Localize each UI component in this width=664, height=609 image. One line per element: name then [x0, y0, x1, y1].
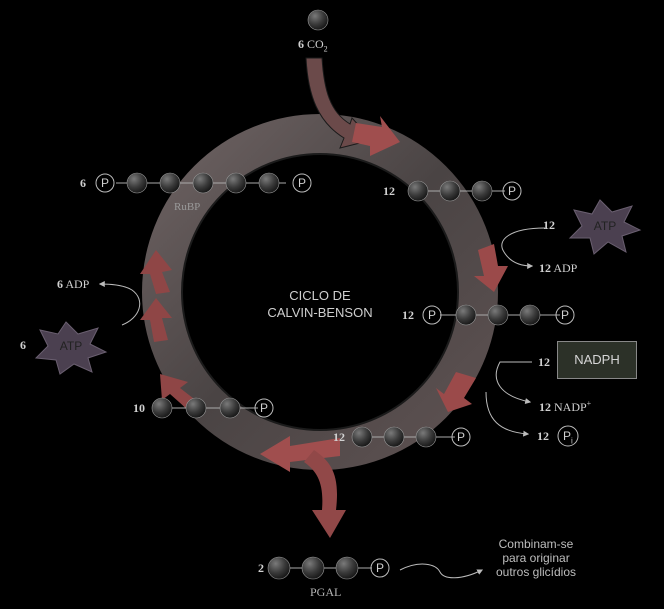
pgal-recycle-chain — [151, 397, 274, 419]
ring-arrow-right-lower — [436, 372, 476, 412]
nadph-consumed-arrow — [495, 361, 532, 404]
pgal-output-chain — [267, 556, 390, 580]
atp-right-consumed-arrow — [501, 227, 546, 269]
nadp-text: NADP — [554, 400, 587, 414]
adp-left-label: 6 ADP — [57, 277, 89, 291]
rubp-phosphate-right: P — [298, 176, 307, 190]
bisphospho-phosphate-right: P — [561, 308, 570, 322]
final-note-line3: outros glicídios — [495, 565, 577, 579]
pi-label: Pi — [563, 429, 573, 448]
nadp-label: 12 NADP+ — [539, 397, 591, 414]
pgal-recycle-count: 10 — [133, 401, 145, 415]
bisphospho-count: 12 — [402, 308, 414, 322]
rubp-chain — [95, 172, 312, 194]
cycle-title-line2: CALVIN-BENSON — [267, 305, 373, 320]
adp-left-text: ADP — [65, 277, 90, 291]
pi-released-arrow — [485, 391, 530, 437]
atp-right-count: 12 — [543, 218, 555, 232]
final-note-arrow — [399, 563, 484, 579]
nadph-count: 12 — [538, 355, 550, 369]
pgal-recycle-phosphate: P — [260, 401, 269, 415]
adp-right-text: ADP — [553, 261, 578, 275]
cycle-ring-inner-edge — [181, 153, 459, 431]
pgal-out-label: PGAL — [310, 585, 342, 599]
pga-phosphate: P — [508, 184, 517, 198]
final-note: Combinam-se para originar outros glicídi… — [478, 537, 594, 579]
atp-left-label: ATP — [59, 339, 83, 353]
pi-sub: i — [571, 436, 573, 446]
co2-sub: 2 — [323, 44, 328, 54]
rubp-phosphate-left: P — [101, 176, 110, 190]
co2-label: 6 CO2 — [298, 37, 328, 56]
pgal-out-phosphate: P — [376, 561, 385, 575]
cycle-title: CICLO DE CALVIN-BENSON — [240, 287, 400, 321]
co2-text: CO — [307, 37, 324, 51]
final-note-line2: para originar — [502, 551, 570, 565]
ring-arrow-left-2 — [140, 298, 172, 342]
bisphospho-phosphate-left: P — [428, 308, 437, 322]
ring-arrow-left-3 — [140, 250, 172, 294]
co2-count: 6 — [298, 37, 304, 51]
pga-count: 12 — [383, 184, 395, 198]
final-note-line1: Combinam-se — [498, 537, 574, 551]
atp-left-count: 6 — [20, 338, 26, 352]
adp-right-label: 12 ADP — [539, 261, 577, 275]
cycle-title-line1: CICLO DE — [289, 288, 351, 303]
ring-arrow-top — [352, 116, 400, 156]
ring-arrow-right-upper — [474, 244, 508, 292]
atp-star-left-icon — [34, 321, 108, 375]
ring-arrow-bottom — [260, 436, 340, 472]
rubp-label: RuBP — [174, 201, 201, 213]
atp-star-right-icon — [568, 199, 642, 255]
co2-carbon — [307, 9, 329, 31]
bisphosphoglycerate-chain — [422, 304, 575, 326]
pi-circle — [557, 425, 579, 447]
pgal-inner-phosphate: P — [457, 430, 466, 444]
pgal-exit-arrow — [304, 450, 346, 538]
pga-chain — [407, 180, 522, 202]
pgal-inner-count: 12 — [333, 430, 345, 444]
atp-right-label: ATP — [593, 219, 617, 233]
pi-count: 12 — [537, 429, 549, 443]
nadph-box: NADPH — [557, 341, 637, 379]
pi-text: P — [563, 429, 572, 443]
pgal-out-count: 2 — [258, 561, 264, 575]
pgal-inner-chain — [351, 426, 471, 448]
adp-right-count: 12 — [539, 261, 551, 275]
nadp-sup: + — [586, 399, 592, 408]
rubp-count: 6 — [80, 176, 86, 190]
adp-left-count: 6 — [57, 277, 63, 291]
nadp-count: 12 — [539, 400, 551, 414]
adp-left-released-arrow — [98, 281, 141, 326]
